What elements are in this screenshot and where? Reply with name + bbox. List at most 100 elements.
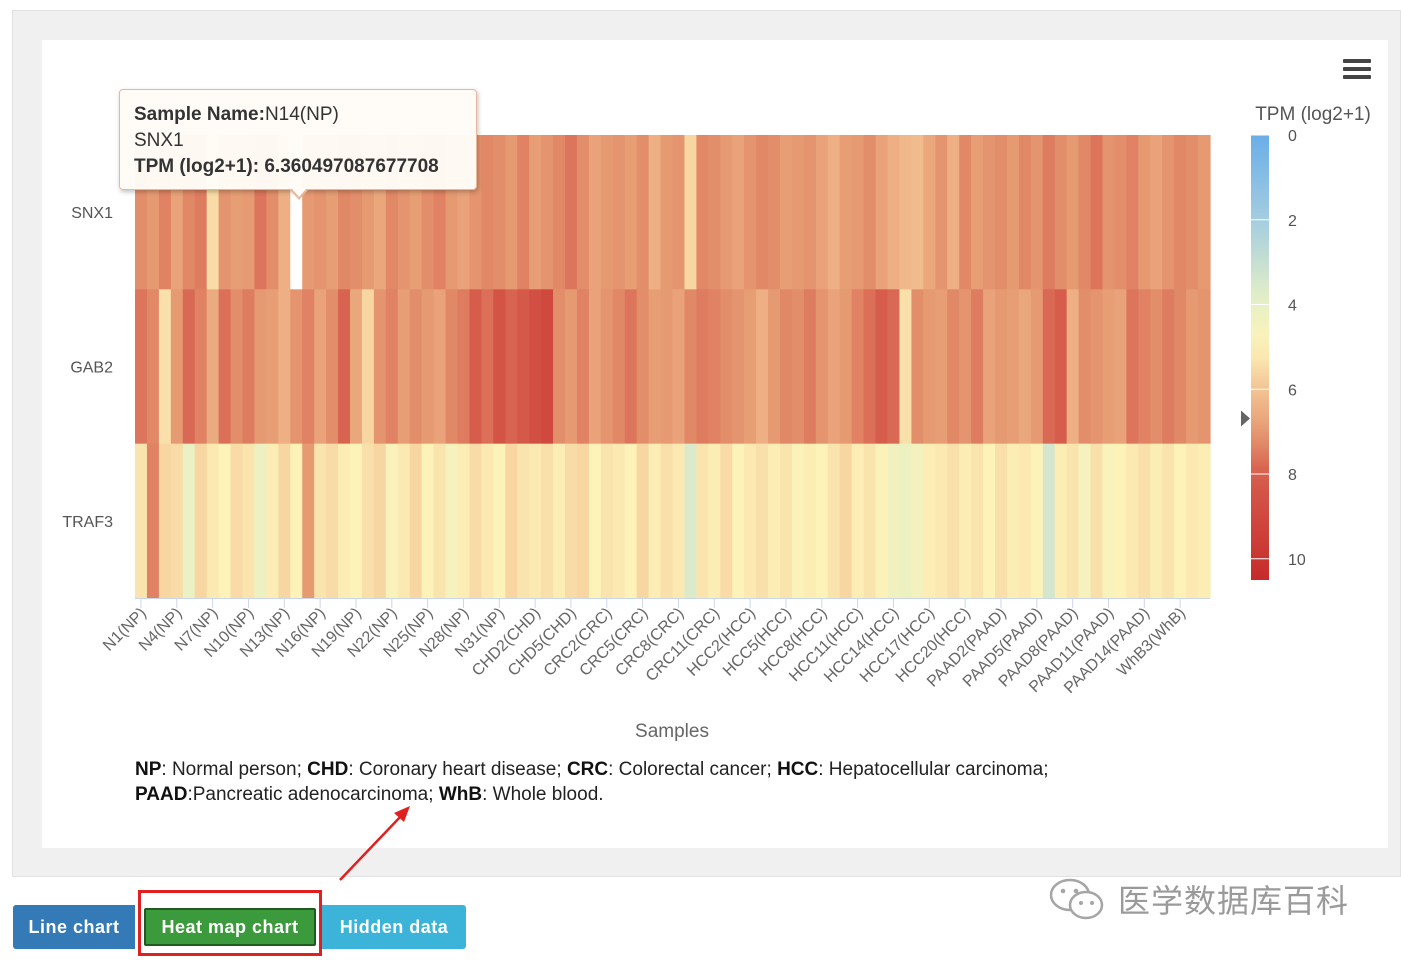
- highlight-box: [138, 890, 322, 956]
- heatmap-cell: [1078, 443, 1092, 599]
- heatmap-cell: [194, 443, 208, 599]
- heatmap-cell: [541, 289, 554, 445]
- heatmap-cell: [1090, 443, 1104, 599]
- line-chart-button[interactable]: Line chart: [13, 905, 135, 949]
- heatmap-cell: [756, 289, 769, 445]
- heatmap-cell: [1174, 289, 1187, 445]
- heatmap-cell: [851, 443, 865, 599]
- heatmap-cell: [588, 443, 602, 599]
- heatmap-cell: [218, 289, 232, 445]
- heatmap-cell: [839, 135, 853, 290]
- abbrev-term: PAAD: [135, 784, 188, 805]
- heatmap-cell: [409, 289, 423, 445]
- heatmap-cell: [242, 443, 256, 599]
- abbrev-definition: : Hepatocellular carcinoma;: [818, 759, 1049, 780]
- heatmap-cell: [326, 443, 339, 599]
- abbrev-definition: : Whole blood.: [482, 784, 604, 805]
- heatmap-cell: [433, 289, 447, 445]
- heatmap-cell: [863, 443, 877, 599]
- heatmap-cell: [1030, 135, 1044, 290]
- heatmap-cell: [385, 443, 399, 599]
- heatmap-cell: [158, 443, 172, 599]
- heatmap-cell: [660, 443, 674, 599]
- colorbar-tick-label: 4: [1288, 298, 1297, 315]
- x-axis-title: Samples: [635, 721, 709, 742]
- heatmap-cell: [361, 289, 375, 445]
- heatmap-cell: [1042, 135, 1056, 290]
- heatmap-cell: [660, 289, 674, 445]
- watermark: 医学数据库百科: [1048, 874, 1349, 924]
- heatmap-cell: [541, 135, 554, 290]
- heatmap-cell: [1162, 135, 1175, 290]
- heatmap-cell: [708, 135, 721, 290]
- heatmap-cell: [911, 135, 924, 290]
- heatmap-cell: [1150, 443, 1163, 599]
- heatmap-cell: [660, 135, 674, 290]
- heatmap-cell: [135, 443, 148, 599]
- heatmap-cell: [1198, 135, 1211, 290]
- heatmap-cell: [242, 289, 256, 445]
- heatmap-cell: [696, 289, 709, 445]
- heatmap-cell: [529, 289, 542, 445]
- heatmap-cell: [875, 289, 889, 445]
- menu-bar-icon: [1343, 67, 1371, 71]
- heatmap-cell: [600, 443, 614, 599]
- heatmap-cell: [373, 289, 387, 445]
- colorbar-tick-label: 6: [1288, 382, 1297, 399]
- heatmap-cell: [696, 443, 709, 599]
- heatmap-cell: [1198, 443, 1211, 599]
- heatmap-cell: [1102, 443, 1116, 599]
- heatmap-cell: [1054, 443, 1068, 599]
- tooltip-gene: SNX1: [134, 130, 184, 151]
- heatmap-cell: [923, 443, 936, 599]
- heatmap-cell: [1126, 443, 1139, 599]
- heatmap-cell: [780, 289, 793, 445]
- heatmap-cell: [553, 443, 566, 599]
- heatmap-cell: [1138, 135, 1151, 290]
- heatmap-cell: [1078, 135, 1092, 290]
- heatmap-cell: [445, 289, 459, 445]
- heatmap-cell: [326, 289, 339, 445]
- heatmap-cell: [756, 135, 769, 290]
- heatmap-cell: [803, 135, 817, 290]
- heatmap-cell: [254, 443, 267, 599]
- colorbar-tick-label: 2: [1288, 213, 1297, 230]
- row-label: GAB2: [70, 360, 113, 377]
- heatmap-cell: [636, 135, 650, 290]
- heatmap-cell: [708, 443, 721, 599]
- abbrev-definition: : Colorectal cancer;: [608, 759, 778, 780]
- heatmap-cell: [791, 135, 805, 290]
- heatmap-cell: [1054, 289, 1068, 445]
- heatmap-cell: [1042, 289, 1056, 445]
- heatmap-cell: [1102, 289, 1116, 445]
- heatmap-cell: [612, 443, 626, 599]
- heatmap-cell: [1126, 289, 1139, 445]
- chart-menu-icon[interactable]: [1343, 59, 1371, 83]
- hidden-data-button[interactable]: Hidden data: [322, 905, 466, 949]
- heatmap-cell: [182, 443, 196, 599]
- heatmap-cell: [302, 443, 315, 599]
- heatmap-cell: [278, 443, 291, 599]
- heatmap-cell: [684, 289, 697, 445]
- heatmap-cell: [481, 135, 494, 290]
- heatmap-cell: [302, 289, 315, 445]
- heatmap-cell: [887, 443, 901, 599]
- heatmap-cell: [517, 289, 530, 445]
- heatmap-cell: [565, 289, 578, 445]
- heatmap-cell: [791, 443, 805, 599]
- heatmap-cell: [815, 289, 829, 445]
- heatmap-cell: [505, 443, 518, 599]
- heatmap-cell: [278, 289, 291, 445]
- heatmap-cell: [911, 289, 924, 445]
- heat-map-chart-button[interactable]: Heat map chart: [144, 908, 316, 946]
- heatmap-cell: [648, 289, 662, 445]
- heatmap-cell: [553, 135, 566, 290]
- heatmap-cell: [624, 289, 638, 445]
- heatmap-cell: [1018, 443, 1032, 599]
- heatmap-cell: [266, 443, 279, 599]
- heatmap-cell: [708, 289, 721, 445]
- heatmap-cell: [338, 289, 351, 445]
- row-label: SNX1: [71, 205, 113, 222]
- heatmap-cell: [636, 443, 650, 599]
- heatmap-cell: [959, 135, 972, 290]
